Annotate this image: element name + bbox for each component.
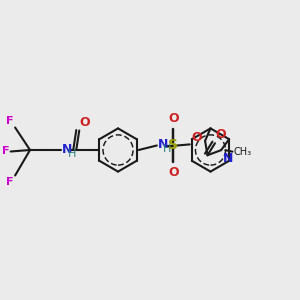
Text: H: H [164,143,172,154]
Text: F: F [2,146,9,157]
Text: F: F [6,177,14,187]
Text: O: O [168,112,178,124]
Text: N: N [158,137,168,151]
Text: O: O [216,128,226,141]
Text: N: N [223,152,233,165]
Text: O: O [80,116,91,129]
Text: O: O [168,167,178,179]
Text: H: H [68,148,76,159]
Text: N: N [62,143,72,156]
Text: CH₃: CH₃ [233,147,251,157]
Text: O: O [191,131,202,144]
Text: F: F [6,116,14,126]
Text: S: S [168,138,178,152]
